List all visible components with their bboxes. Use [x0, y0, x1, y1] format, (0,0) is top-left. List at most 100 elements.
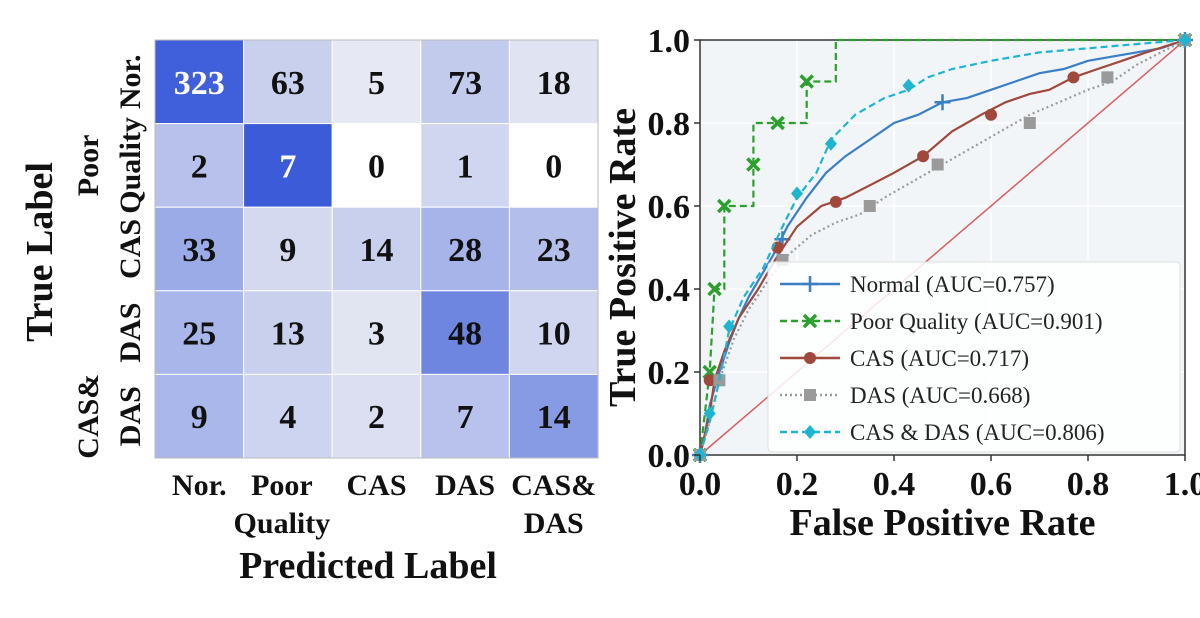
- cm-cell-value: 1: [457, 148, 474, 185]
- cm-y-tick-label: Quality: [114, 117, 147, 214]
- roc-marker: [707, 281, 722, 297]
- roc-marker: [723, 319, 736, 334]
- roc-marker: [934, 94, 951, 111]
- roc-marker: [717, 198, 732, 214]
- roc-legend: Normal (AUC=0.757) Poor Quality (AUC=0.90…: [767, 261, 1181, 453]
- cm-x-tick-label: CAS&: [511, 469, 596, 502]
- cm-cell: [243, 39, 333, 125]
- cm-y-tick-label: Nor.: [114, 54, 147, 109]
- roc-y-tick-label: 0.8: [648, 106, 691, 143]
- roc-y-axis-title: True Positive Rate: [602, 108, 644, 407]
- cm-cell: [243, 290, 333, 375]
- cm-cell: [420, 39, 510, 125]
- legend-label: Poor Quality (AUC=0.901): [850, 309, 1103, 334]
- roc-series: [694, 33, 1191, 462]
- cm-cell: [508, 373, 599, 459]
- cm-y-tick-label: Poor: [72, 135, 105, 197]
- roc-marker: [791, 186, 803, 201]
- cm-cell-value: 48: [448, 316, 482, 353]
- cm-cell: [331, 373, 422, 459]
- roc-marker: [824, 136, 837, 151]
- cm-cell-value: 0: [545, 148, 562, 185]
- cm-cell-value: 63: [271, 65, 305, 102]
- roc-marker: [703, 406, 716, 421]
- cm-cell: [243, 206, 333, 292]
- cm-cell: [331, 123, 422, 208]
- cm-cell: [508, 123, 599, 208]
- roc-x-tick-label: 0.8: [1067, 466, 1110, 503]
- cm-cell-value: 9: [191, 399, 208, 436]
- cm-cell-value: 10: [537, 316, 571, 353]
- cm-cell: [508, 206, 599, 292]
- roc-marker: [770, 115, 785, 131]
- cm-cell-value: 2: [368, 399, 385, 436]
- roc-plot: 0.0 0.2 0.4 0.6 0.8 1.0 0.0 0.2 0.4 0.6 0.8 1.0 Norm…: [648, 23, 1200, 503]
- roc-marker: [902, 78, 915, 93]
- cm-cell-value: 9: [279, 232, 296, 269]
- roc-x-tick-label: 0.6: [970, 466, 1013, 503]
- legend-label: CAS (AUC=0.717): [850, 346, 1029, 371]
- roc-y-tick-label: 1.0: [648, 23, 691, 60]
- roc-x-axis-title: False Positive Rate: [789, 502, 1095, 544]
- cm-cell-value: 14: [537, 399, 571, 436]
- cm-cell-value: 7: [457, 399, 474, 436]
- cm-cell: [243, 373, 333, 459]
- roc-marker: [985, 108, 997, 121]
- legend-box: [767, 261, 1181, 453]
- cm-cell: [331, 290, 422, 375]
- roc-x-tick-label: 1.0: [1164, 466, 1200, 503]
- roc-marker: [802, 313, 818, 329]
- cm-cell: [154, 373, 245, 459]
- legend-label: CAS & DAS (AUC=0.806): [850, 420, 1105, 445]
- cm-cell-value: 3: [368, 316, 385, 353]
- cm-cell: [420, 206, 510, 292]
- cm-cell-value: 13: [271, 316, 305, 353]
- cm-y-axis-title: True Label: [19, 162, 61, 342]
- cm-x-tick-label: Quality: [234, 507, 331, 540]
- cm-cell: [154, 123, 245, 208]
- roc-marker: [931, 158, 944, 171]
- cm-cell: [420, 290, 510, 375]
- cm-frame: [154, 39, 599, 459]
- cm-cell-value: 73: [448, 65, 482, 102]
- cm-cell-value: 28: [448, 232, 482, 269]
- roc-y-tick-label: 0.2: [648, 355, 691, 392]
- roc-marker: [1023, 117, 1036, 129]
- roc-marker: [1179, 33, 1191, 47]
- cm-cell-value: 23: [537, 232, 571, 269]
- roc-marker: [746, 157, 761, 172]
- legend-label: DAS (AUC=0.668): [850, 383, 1030, 408]
- cm-cell-value: 2: [191, 148, 208, 185]
- roc-marker: [802, 276, 818, 292]
- cm-cell-value: 18: [537, 65, 571, 102]
- cm-x-axis-title: Predicted Label: [239, 545, 497, 587]
- legend-label: Normal (AUC=0.757): [850, 272, 1055, 297]
- cm-cell-value: 7: [279, 148, 296, 185]
- cm-x-tick-label: Poor: [251, 469, 313, 502]
- roc-marker: [917, 150, 930, 163]
- roc-marker: [703, 374, 716, 387]
- roc-series-line: [698, 38, 1186, 456]
- roc-marker: [799, 74, 814, 89]
- cm-cell: [508, 290, 599, 375]
- roc-y-tick-label: 0.0: [648, 438, 691, 475]
- roc-marker: [1067, 71, 1080, 84]
- roc-x-tick-label: 0.4: [873, 466, 916, 503]
- roc-x-tick-label: 0.0: [679, 466, 722, 503]
- cm-cell: [508, 39, 599, 125]
- cm-cell-value: 33: [182, 232, 216, 269]
- cm-cell: [154, 39, 245, 125]
- roc-x-tick-label: 0.2: [776, 466, 819, 503]
- cm-cell: [331, 206, 422, 292]
- roc-marker: [804, 352, 816, 364]
- cm-y-tick-label: CAS: [114, 219, 147, 279]
- cm-y-tick-label: DAS: [114, 303, 147, 363]
- roc-marker: [863, 200, 876, 212]
- cm-cell-value: 5: [368, 65, 385, 102]
- roc-y-tick-label: 0.6: [648, 189, 691, 226]
- cm-x-tick-label: Nor.: [172, 469, 227, 502]
- roc-marker: [804, 425, 816, 439]
- cm-x-tick-label: CAS: [346, 469, 406, 502]
